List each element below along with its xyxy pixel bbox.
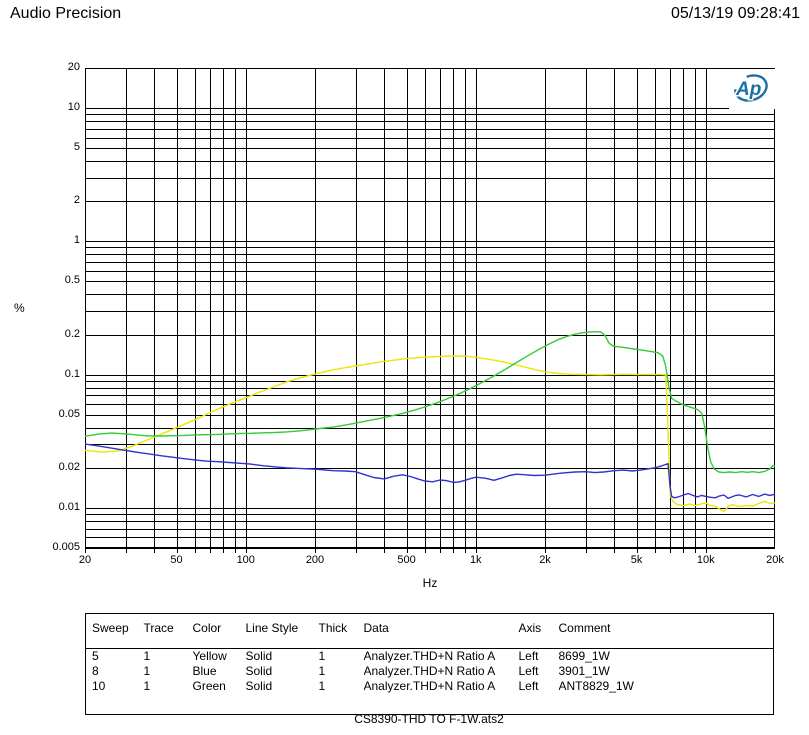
x-tick-label: 20	[78, 554, 92, 566]
cell-trace: 1	[143, 664, 151, 678]
col-header-color: Color	[192, 613, 246, 649]
y-tick-label: 2	[73, 194, 80, 207]
y-tick-label: 0.02	[58, 460, 80, 473]
y-tick-label: 0.05	[58, 407, 80, 420]
x-tick-label: 2k	[539, 554, 551, 566]
y-tick-label: 1	[73, 234, 80, 247]
x-axis-label: Hz	[422, 576, 438, 590]
cell-comment: 8699_1W	[558, 649, 610, 663]
y-tick-label: 0.5	[64, 274, 80, 287]
cell-comment: 3901_1W	[558, 664, 610, 678]
cell-trace: 1	[143, 649, 151, 663]
col-header-sweep: Sweep	[85, 613, 144, 649]
ap-logo-icon: Ap	[729, 69, 775, 109]
col-header-comment: Comment	[558, 613, 774, 649]
y-tick-label: 0.2	[64, 327, 80, 340]
cell-thick: 1	[318, 679, 326, 693]
y-tick-label: 0.1	[64, 367, 80, 380]
chart-area: Ap	[85, 68, 775, 554]
cell-thick: 1	[318, 649, 326, 663]
x-tick-label: 50	[170, 554, 183, 566]
cell-data: Analyzer.THD+N Ratio A	[363, 649, 496, 663]
col-header-thick: Thick	[318, 613, 364, 649]
x-tick-label: 200	[305, 554, 325, 566]
x-tick-label: 20k	[766, 554, 784, 566]
cell-sweep: 5	[92, 649, 99, 663]
app-title: Audio Precision	[10, 5, 122, 22]
ap-logo-text: Ap	[735, 79, 761, 100]
x-tick-label: 5k	[630, 554, 643, 566]
cell-data: Analyzer.THD+N Ratio A	[363, 664, 496, 678]
test-file-caption: CS8390-THD TO F-1W.ats2	[354, 712, 504, 726]
report-datetime: 05/13/19 09:28:41	[670, 5, 800, 22]
col-header-line-style: Line Style	[245, 613, 319, 649]
x-tick-label: 500	[397, 554, 416, 566]
cell-axis: Left	[518, 649, 539, 663]
x-tick-label: 1k	[469, 554, 482, 566]
legend-row-yellow: 5 1 Yellow Solid 1 Analyzer.THD+N Ratio …	[86, 649, 774, 665]
cell-trace: 1	[143, 679, 151, 693]
cell-line-style: Solid	[245, 679, 273, 693]
cell-color: Green	[192, 679, 226, 693]
legend-row-blue: 8 1 Blue Solid 1 Analyzer.THD+N Ratio A …	[86, 664, 774, 679]
y-tick-label: 0.01	[58, 500, 80, 513]
cell-color: Blue	[192, 664, 217, 678]
plot-canvas	[85, 68, 775, 553]
cell-line-style: Solid	[245, 649, 273, 663]
cell-comment: ANT8829_1W	[558, 679, 634, 693]
cell-sweep: 10	[92, 679, 106, 693]
cell-sweep: 8	[92, 664, 99, 678]
y-axis-label: %	[14, 301, 25, 315]
cell-axis: Left	[518, 679, 539, 693]
y-tick-label: 0.005	[52, 541, 80, 553]
y-tick-label: 5	[73, 141, 80, 154]
y-tick-label: 20	[67, 61, 80, 73]
col-header-data: Data	[363, 613, 519, 649]
col-header-axis: Axis	[518, 613, 559, 649]
legend-row-green: 10 1 Green Solid 1 Analyzer.THD+N Ratio …	[86, 679, 774, 694]
col-header-trace: Trace	[143, 613, 193, 649]
cell-color: Yellow	[192, 649, 227, 663]
cell-data: Analyzer.THD+N Ratio A	[363, 679, 496, 693]
cell-thick: 1	[318, 664, 326, 678]
y-tick-label: 10	[67, 101, 80, 114]
cell-axis: Left	[518, 664, 539, 678]
cell-line-style: Solid	[245, 664, 273, 678]
x-tick-label: 10k	[696, 554, 715, 566]
x-tick-label: 100	[236, 554, 255, 566]
legend-header-row: Sweep Trace Color Line Style Thick Data …	[85, 613, 774, 649]
trace-legend-table: Sweep Trace Color Line Style Thick Data …	[85, 613, 774, 715]
